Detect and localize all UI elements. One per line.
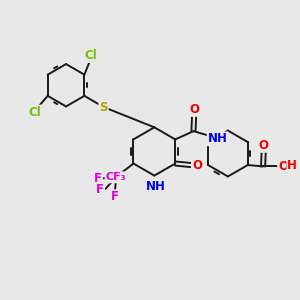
Text: F: F [111,190,119,203]
Text: F: F [96,183,104,196]
Text: Cl: Cl [28,106,41,118]
Text: Cl: Cl [85,49,97,62]
Text: S: S [99,100,108,113]
Text: NH: NH [208,132,227,145]
Text: H: H [287,159,297,172]
Text: F: F [94,172,102,185]
Text: O: O [189,103,199,116]
Text: O: O [259,139,269,152]
Text: CF₃: CF₃ [106,172,126,182]
Text: O: O [278,160,288,173]
Text: O: O [192,158,202,172]
Text: NH: NH [146,180,166,193]
